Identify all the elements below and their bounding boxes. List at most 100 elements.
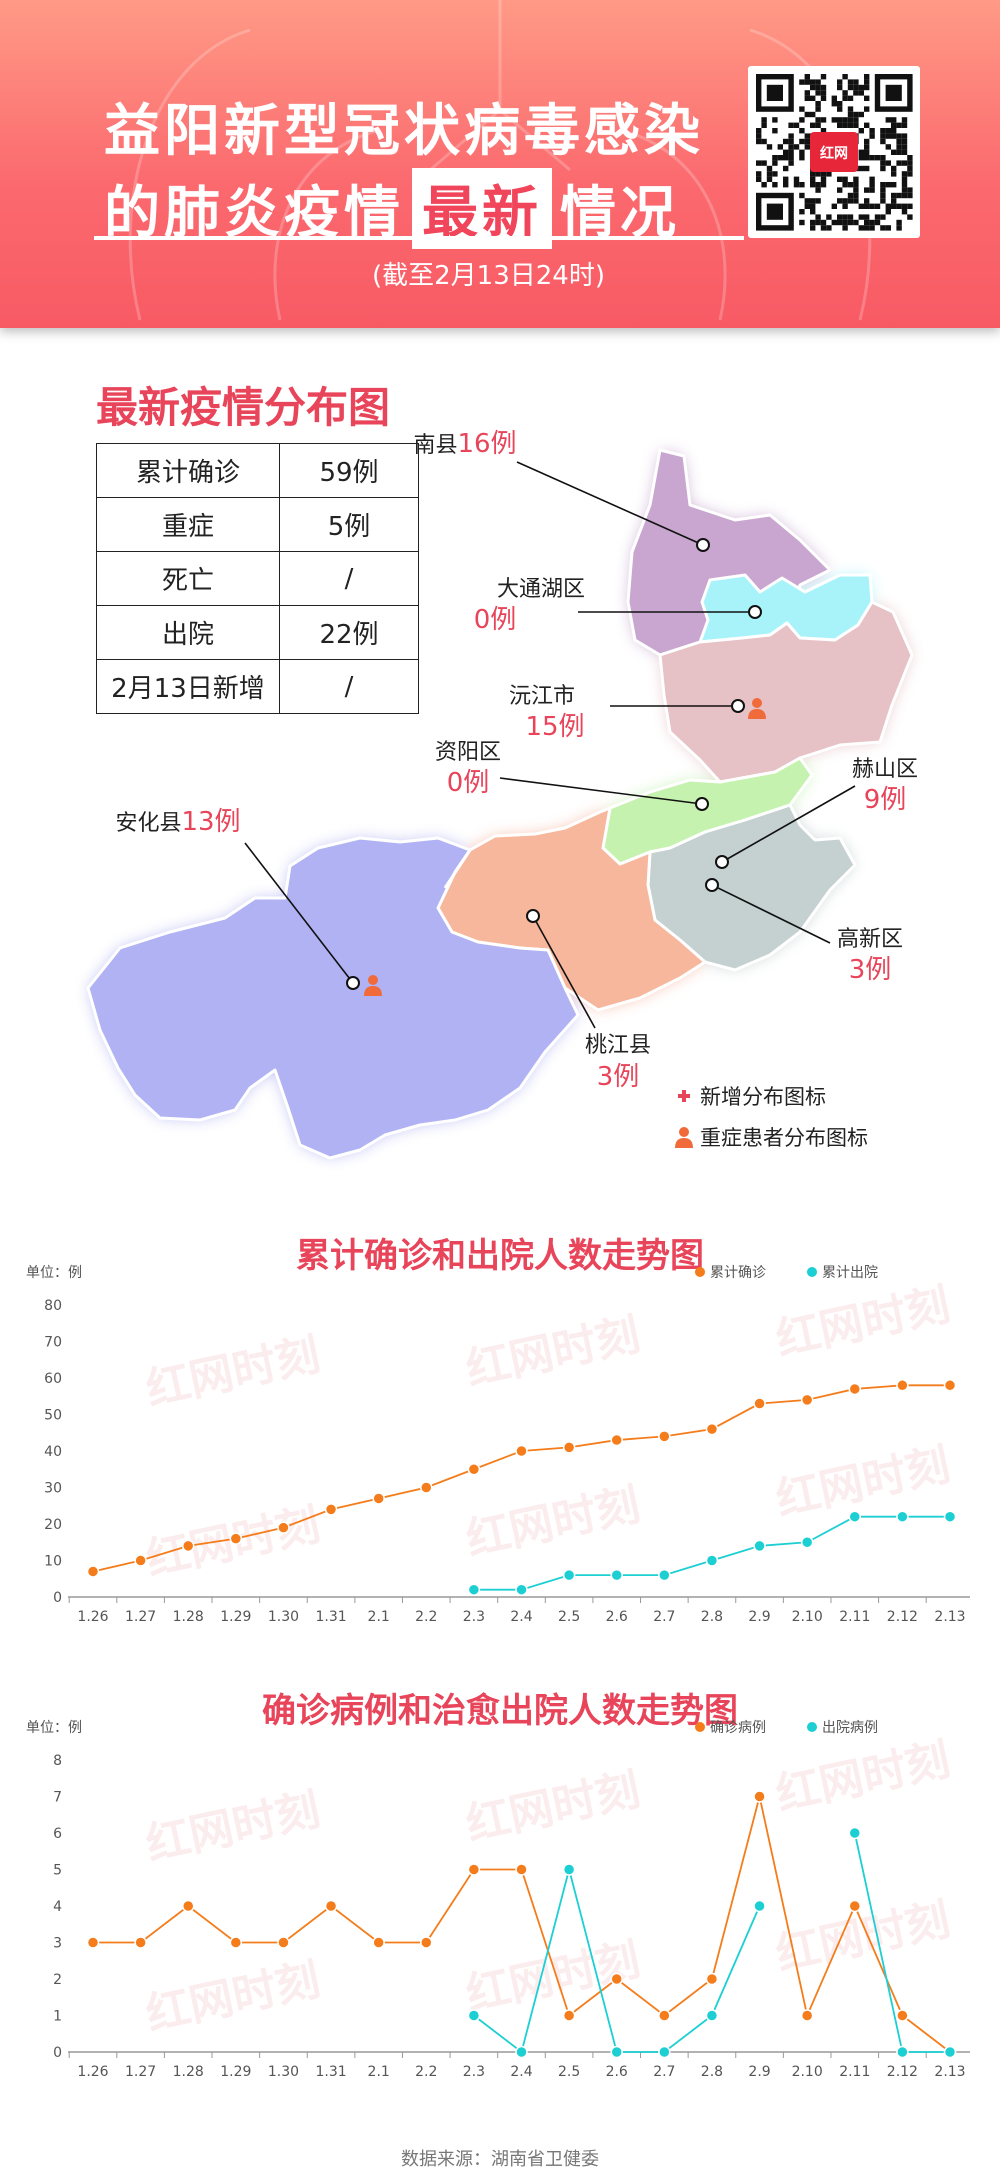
legend-label: 累计出院	[822, 1265, 878, 1281]
x-tick-label: 2.4	[510, 1609, 532, 1625]
stats-value: /	[279, 659, 419, 714]
x-tick-label: 1.26	[77, 1609, 108, 1625]
stats-row: 死亡 /	[96, 551, 419, 606]
region-dot	[748, 605, 762, 619]
y-tick-label: 40	[44, 1444, 62, 1460]
x-tick-label: 2.6	[606, 2064, 628, 2080]
data-point	[324, 1503, 338, 1516]
main-title-line2: 的肺炎疫情 最新 情况	[104, 168, 680, 249]
legend-label: 出院病例	[822, 1720, 878, 1736]
y-tick-label: 3	[53, 1936, 62, 1952]
region-name: 赫山区	[852, 757, 918, 782]
person-icon	[748, 698, 766, 719]
data-point	[229, 1936, 243, 1949]
y-tick-label: 50	[44, 1408, 62, 1424]
data-source: 数据来源：湖南省卫健委	[401, 2149, 599, 2170]
stats-value: /	[279, 551, 419, 606]
region-yuanjiang[interactable]	[658, 600, 914, 784]
region-count: 16例	[457, 429, 516, 459]
legend-marker	[807, 1267, 817, 1277]
watermark-text: 红网时刻	[142, 1954, 325, 2040]
data-point	[848, 1382, 862, 1396]
plus-icon	[678, 1090, 690, 1102]
data-point	[86, 1565, 100, 1578]
stats-value: 5例	[279, 497, 419, 552]
region-name: 桃江县	[585, 1033, 651, 1058]
data-point	[705, 1972, 719, 1986]
x-tick-label: 2.7	[653, 1609, 675, 1625]
region-count: 9例	[864, 785, 907, 815]
data-point	[753, 1790, 766, 1803]
stats-row: 2月13日新增 /	[96, 659, 419, 714]
y-tick-label: 20	[44, 1517, 62, 1533]
x-tick-label: 1.31	[315, 1609, 346, 1625]
title-part-b: 情况	[560, 180, 680, 246]
x-tick-label: 2.13	[934, 1609, 965, 1625]
region-leader-line	[244, 842, 354, 984]
x-tick-label: 2.1	[368, 2064, 390, 2080]
stats-row: 累计确诊 59例	[96, 443, 419, 498]
data-point	[896, 1379, 909, 1392]
watermark-text: 红网时刻	[772, 1439, 955, 1525]
unit-label: 单位：例	[26, 1720, 82, 1736]
data-point	[943, 1510, 957, 1523]
data-point	[562, 1441, 576, 1454]
data-point	[705, 2009, 719, 2022]
data-point	[562, 1568, 576, 1582]
y-tick-label: 70	[44, 1335, 62, 1351]
x-tick-label: 1.29	[220, 1609, 251, 1625]
region-anhua[interactable]	[86, 836, 580, 1160]
region-dot	[526, 909, 540, 923]
x-tick-label: 1.29	[220, 2064, 251, 2080]
x-tick-label: 2.6	[606, 1609, 628, 1625]
legend-marker	[695, 1267, 705, 1277]
data-point	[943, 1379, 957, 1392]
x-tick-label: 2.12	[887, 2064, 918, 2080]
x-tick-label: 2.10	[792, 2064, 823, 2080]
x-tick-label: 2.2	[415, 2064, 437, 2080]
y-tick-label: 7	[53, 1790, 62, 1806]
region-count: 0例	[474, 605, 517, 635]
data-point	[943, 2045, 957, 2059]
data-point	[515, 1583, 528, 1596]
region-leader-line	[532, 915, 596, 1029]
x-tick-label: 2.3	[463, 2064, 485, 2080]
y-tick-label: 10	[44, 1554, 62, 1570]
x-tick-label: 2.7	[653, 2064, 675, 2080]
region-name: 高新区	[837, 927, 903, 952]
data-point	[848, 1510, 862, 1523]
region-dot	[695, 797, 709, 811]
watermark-text: 红网时刻	[772, 1734, 955, 1820]
data-point	[86, 1936, 100, 1949]
map-section-title: 最新疫情分布图	[96, 383, 391, 432]
region-divider	[443, 849, 472, 889]
y-tick-label: 5	[53, 1863, 62, 1879]
data-point	[277, 1936, 290, 1949]
x-tick-label: 2.13	[934, 2064, 965, 2080]
data-point	[800, 1536, 814, 1549]
data-point	[467, 1583, 481, 1596]
stats-label: 累计确诊	[96, 443, 280, 498]
x-tick-label: 2.12	[887, 1609, 918, 1625]
data-point	[277, 1521, 290, 1534]
x-tick-label: 2.10	[792, 1609, 823, 1625]
person-icon	[364, 975, 382, 996]
y-tick-label: 0	[53, 1590, 62, 1606]
x-tick-label: 2.1	[368, 1609, 390, 1625]
x-tick-label: 1.28	[173, 1609, 204, 1625]
watermark-text: 红网时刻	[462, 1309, 645, 1395]
x-tick-label: 2.8	[701, 1609, 723, 1625]
data-point	[658, 2045, 671, 2059]
data-point	[420, 1936, 433, 1949]
data-point	[467, 1463, 481, 1476]
x-tick-label: 2.2	[415, 1609, 437, 1625]
qr-code[interactable]: 红网	[748, 66, 920, 238]
region-count: 13例	[181, 807, 240, 837]
data-point	[515, 2045, 528, 2059]
stats-label: 死亡	[96, 551, 280, 606]
y-tick-label: 0	[53, 2045, 62, 2061]
y-tick-label: 6	[53, 1826, 62, 1842]
title-highlight: 最新	[412, 168, 552, 249]
